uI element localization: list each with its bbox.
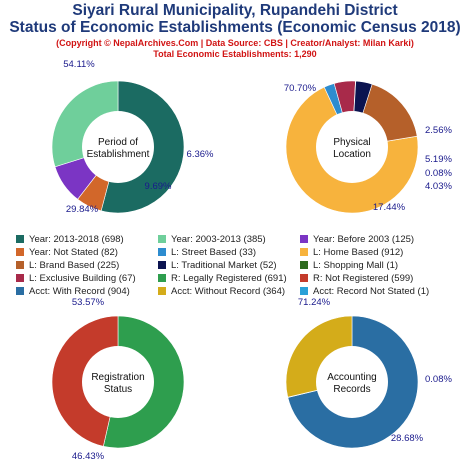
slice-percent-label: 0.08% — [425, 168, 452, 179]
donut-hole — [82, 346, 154, 418]
donut-center-label: Establishment — [87, 149, 150, 160]
total-establishments: Total Economic Establishments: 1,290 — [153, 49, 317, 59]
donut-chart-1: 54.11% 6.36% 9.69% 29.84% Period ofEstablish… — [51, 59, 214, 215]
donut-center-label: Location — [333, 149, 371, 160]
slice-percent-label: 4.03% — [425, 181, 452, 192]
donut-hole — [82, 111, 154, 183]
legend-swatch — [300, 274, 308, 282]
copyright-note: (Copyright © NepalArchives.Com | Data So… — [56, 38, 414, 48]
legend-label: L: Exclusive Building (67) — [29, 273, 136, 284]
slice-percent-label: 28.68% — [391, 433, 424, 444]
donut-center-label: Registration — [91, 372, 144, 383]
legend-label: Acct: With Record (904) — [29, 286, 130, 297]
legend-swatch — [158, 287, 166, 295]
legend-label: L: Home Based (912) — [313, 247, 404, 258]
slice-percent-label: 6.36% — [187, 149, 214, 160]
donut-center-label: Period of — [98, 137, 138, 148]
legend-item: L: Brand Based (225) — [16, 260, 119, 271]
slice-percent-label: 46.43% — [72, 451, 105, 462]
legend-label: Year: Before 2003 (125) — [313, 234, 415, 245]
legend-swatch — [158, 235, 166, 243]
legend-item: Year: Before 2003 (125) — [300, 234, 414, 245]
legend-label: Acct: Record Not Stated (1) — [313, 286, 430, 297]
legend-swatch — [16, 287, 24, 295]
legend-item: Year: 2003-2013 (385) — [158, 234, 266, 245]
legend-item: Year: 2013-2018 (698) — [16, 234, 124, 245]
legend-label: Year: 2013-2018 (698) — [29, 234, 124, 245]
chart-title: Siyari Rural Municipality, Rupandehi Dis… — [72, 2, 398, 19]
legend-label: R: Not Registered (599) — [313, 273, 414, 284]
slice-percent-label: 5.19% — [425, 154, 452, 165]
legend-item: L: Traditional Market (52) — [158, 260, 277, 271]
chart-subtitle: Status of Economic Establishments (Econo… — [9, 19, 461, 36]
legend-swatch — [16, 274, 24, 282]
slice-percent-label: 2.56% — [425, 125, 452, 136]
legend-swatch — [300, 235, 308, 243]
legend-label: R: Legally Registered (691) — [171, 273, 287, 284]
legend-swatch — [300, 287, 308, 295]
slice-percent-label: 17.44% — [373, 202, 406, 213]
legend-swatch — [16, 235, 24, 243]
donut-chart-2: 70.70% 2.56% 5.19% 0.08% 4.03% 17.44% Physical… — [284, 80, 452, 214]
donut-center-label: Accounting — [327, 372, 376, 383]
donut-center-label: Records — [333, 384, 370, 395]
slice-percent-label: 54.11% — [63, 59, 95, 70]
legend-item: L: Street Based (33) — [158, 247, 256, 258]
slice-percent-label: 70.70% — [284, 83, 317, 94]
legend-item: Acct: Without Record (364) — [158, 286, 285, 297]
legend-item: L: Home Based (912) — [300, 247, 403, 258]
legend-swatch — [158, 274, 166, 282]
slice-percent-label: 29.84% — [66, 204, 99, 215]
slice-percent-label: 53.57% — [72, 297, 105, 308]
legend-label: L: Shopping Mall (1) — [313, 260, 399, 271]
legend-item: Year: Not Stated (82) — [16, 247, 118, 258]
legend-item: L: Shopping Mall (1) — [300, 260, 398, 271]
slice-percent-label: 9.69% — [145, 181, 172, 192]
legend-label: Year: Not Stated (82) — [29, 247, 118, 258]
legend-swatch — [300, 261, 308, 269]
legend-item: R: Not Registered (599) — [300, 273, 413, 284]
legend-item: Acct: Record Not Stated (1) — [300, 286, 429, 297]
legend-label: Year: 2003-2013 (385) — [171, 234, 266, 245]
legend-label: Acct: Without Record (364) — [171, 286, 286, 297]
legend-label: L: Brand Based (225) — [29, 260, 120, 271]
legend-swatch — [158, 261, 166, 269]
legend-label: L: Street Based (33) — [171, 247, 257, 258]
slice-percent-label: 71.24% — [298, 297, 331, 308]
legend-swatch — [16, 261, 24, 269]
legend-item: L: Exclusive Building (67) — [16, 273, 136, 284]
donut-center-label: Physical — [333, 137, 370, 148]
legend-item: Acct: With Record (904) — [16, 286, 130, 297]
legend-swatch — [16, 248, 24, 256]
donut-center-label: Status — [104, 384, 132, 395]
donut-hole — [316, 111, 388, 183]
legend-swatch — [158, 248, 166, 256]
slice-percent-label: 0.08% — [425, 374, 452, 385]
legend-swatch — [300, 248, 308, 256]
donut-hole — [316, 346, 388, 418]
legend-item: R: Legally Registered (691) — [158, 273, 287, 284]
legend-label: L: Traditional Market (52) — [171, 260, 277, 271]
